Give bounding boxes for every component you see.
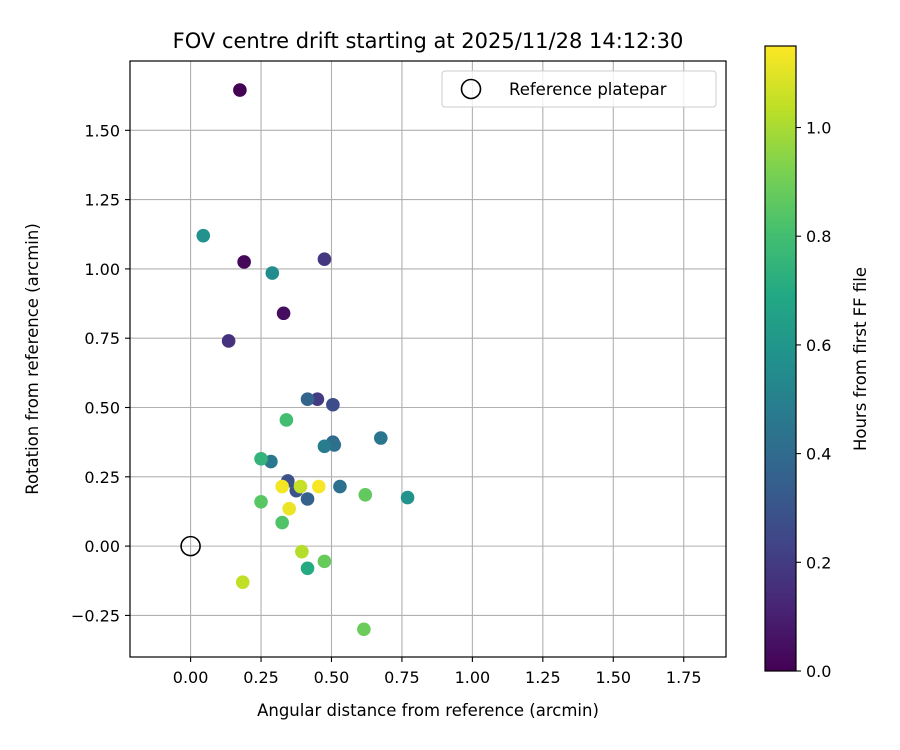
data-point [254, 451, 268, 466]
y-tick-label: 0.75 [84, 329, 120, 348]
y-tick-label: 0.25 [84, 468, 120, 487]
data-point [237, 255, 251, 269]
data-point [233, 83, 247, 97]
data-point [358, 488, 373, 502]
data-point [312, 479, 326, 494]
y-axis: −0.25 0.00 0.25 0.50 0.75 1.00 1.25 1.50 [71, 121, 130, 625]
y-tick-label: 0.50 [84, 399, 120, 418]
plot-frame [129, 60, 727, 658]
y-axis-label: Rotation from reference (arcmin) [23, 223, 42, 495]
colorbar-tick-label: 0.0 [806, 662, 831, 681]
colorbar-tick-label: 0.6 [806, 336, 831, 355]
x-tick-label: 0.00 [173, 668, 209, 687]
data-point [293, 479, 308, 494]
data-point [326, 397, 340, 412]
data-points [196, 83, 415, 637]
data-point [279, 413, 294, 427]
data-point [357, 622, 371, 637]
x-tick-label: 0.25 [243, 668, 279, 687]
x-tick-label: 1.50 [595, 668, 631, 687]
chart-title: FOV centre drift starting at 2025/11/28 … [173, 29, 684, 53]
x-tick-label: 1.75 [666, 668, 702, 687]
colorbar: 0.0 0.2 0.4 0.6 0.8 1.0 Hours from first FF f… [764, 45, 870, 681]
data-point [300, 492, 315, 506]
data-point [317, 439, 332, 454]
y-tick-label: 1.50 [84, 121, 120, 140]
data-point [275, 479, 289, 494]
x-tick-label: 1.25 [525, 668, 561, 687]
data-point [317, 252, 332, 267]
data-point [310, 392, 325, 406]
colorbar-frame [764, 45, 797, 672]
data-point [276, 306, 291, 321]
y-tick-label: 1.00 [84, 260, 120, 279]
y-tick-label: 1.25 [84, 191, 120, 210]
y-tick-label: −0.25 [71, 606, 120, 625]
data-point [235, 575, 250, 589]
legend: Reference platepar [441, 70, 717, 108]
data-point [265, 266, 280, 280]
data-point [373, 431, 388, 445]
data-point [300, 392, 315, 406]
grid-lines [130, 61, 726, 657]
data-point [317, 554, 332, 569]
data-point [333, 479, 347, 494]
data-point [196, 228, 211, 243]
y-tick-label: 0.00 [84, 537, 120, 556]
colorbar-tick-label: 0.2 [806, 553, 831, 572]
x-tick-label: 1.00 [455, 668, 491, 687]
reference-point [180, 535, 201, 557]
legend-marker-icon [460, 78, 482, 100]
legend-entry: Reference platepar [509, 80, 667, 99]
data-point [400, 490, 415, 505]
colorbar-tick-label: 0.8 [806, 227, 831, 246]
x-axis: 0.00 0.25 0.50 0.75 1.00 1.25 1.50 1.75 [173, 657, 702, 687]
x-axis-label: Angular distance from reference (arcmin) [257, 701, 599, 720]
x-tick-label: 0.75 [384, 668, 420, 687]
data-point [300, 561, 315, 576]
data-point [275, 515, 289, 530]
x-tick-label: 0.50 [314, 668, 350, 687]
colorbar-gradient [765, 46, 796, 671]
data-point [282, 501, 297, 516]
data-point [295, 544, 309, 559]
colorbar-tick-label: 1.0 [806, 119, 831, 138]
colorbar-label: Hours from first FF file [851, 267, 870, 451]
colorbar-tick-label: 0.4 [806, 445, 831, 464]
colorbar-ticks: 0.0 0.2 0.4 0.6 0.8 1.0 [796, 119, 831, 681]
data-point [221, 334, 236, 348]
legend-box [441, 70, 717, 108]
data-point [254, 494, 268, 509]
